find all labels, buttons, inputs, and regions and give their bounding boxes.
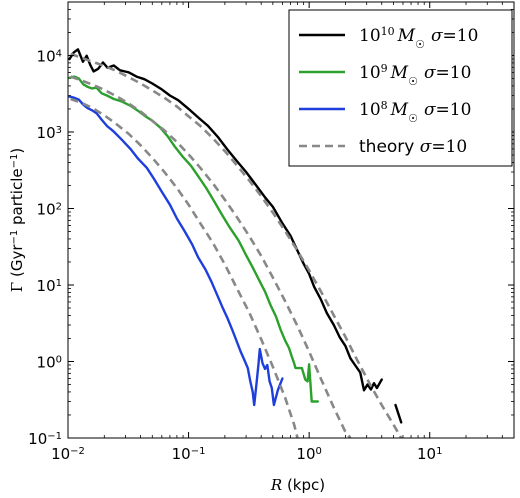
x-tick-label: 10−2 (51, 445, 85, 463)
series-line-1-0 (68, 75, 319, 403)
series-line-2-0 (68, 95, 284, 407)
series-line-3-0 (70, 52, 403, 438)
series-line-3-2 (70, 97, 299, 438)
y-tick-label: 10−1 (28, 430, 62, 448)
y-tick-label: 102 (37, 200, 62, 218)
legend-label: 1010 M☉ σ=10 (359, 25, 478, 51)
series-layer (68, 48, 403, 438)
legend-label: theory σ=10 (359, 137, 467, 157)
legend-label: 109 M☉ σ=10 (359, 62, 471, 88)
x-tick-label: 100 (296, 445, 321, 463)
y-tick-label: 101 (37, 277, 62, 295)
legend: 1010 M☉ σ=10 109 M☉ σ=10 108 M☉ σ=10 theory σ=10 (288, 9, 513, 167)
y-tick-label: 100 (37, 353, 62, 371)
series-line-0-0 (68, 48, 383, 392)
y-axis-label: Γ (Gyr−1 particle−1) (8, 148, 26, 292)
legend-label: 108 M☉ σ=10 (359, 99, 471, 125)
x-axis-label: R (kpc) (270, 476, 325, 494)
y-tick-label: 103 (37, 124, 62, 142)
x-tick-label: 10−1 (172, 445, 206, 463)
series-line-0-1 (394, 403, 403, 424)
x-tick-label: 101 (417, 445, 442, 463)
y-tick-label: 104 (37, 47, 62, 65)
plot-frame (67, 1, 515, 439)
